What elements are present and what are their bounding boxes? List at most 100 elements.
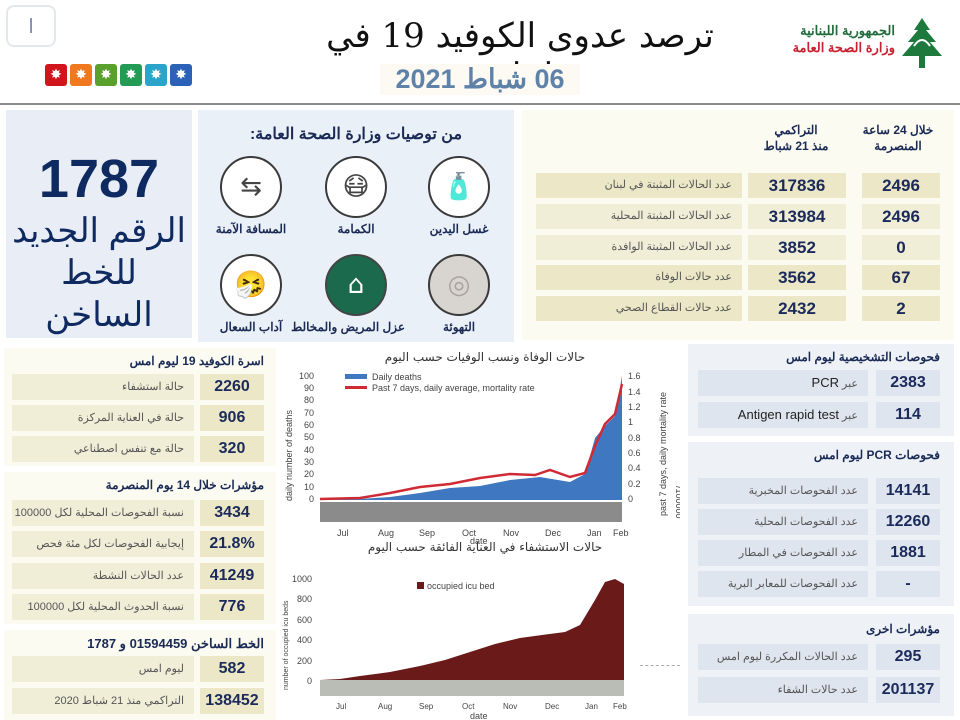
svg-text:1.4: 1.4	[628, 387, 641, 397]
legend-mortality: Past 7 days, daily average, mortality ra…	[372, 383, 535, 393]
svg-text:400: 400	[297, 635, 312, 645]
svg-text:Jan: Jan	[585, 702, 598, 711]
legend-deaths: Daily deaths	[372, 372, 422, 382]
icu-chart: 1000 800 600 400 200 0 number of occupie…	[283, 574, 627, 720]
indicator-row: 776 نسبة الحدوث المحلية لكل 100000	[12, 594, 270, 620]
rec-distance: ⇆ المسافة الآمنة	[202, 156, 300, 236]
svg-text:0.8: 0.8	[628, 433, 641, 443]
svg-text:Aug: Aug	[378, 528, 394, 538]
social-distance-icon: ⇆	[220, 156, 282, 218]
row-label: إيجابية الفحوصات لكل مئة فحص	[12, 531, 194, 557]
rec-isolation: ⌂ عزل المريض والمخالط	[291, 254, 405, 334]
republic-name: الجمهورية اللبنانية	[800, 23, 895, 38]
row-cumulative: 313984	[748, 204, 846, 229]
svg-text:0.4: 0.4	[628, 463, 641, 473]
svg-text:30: 30	[304, 457, 314, 467]
icu-x-axis: Jul Aug Sep Oct Nov Dec Jan Feb	[336, 702, 627, 711]
col-header-cum-line2: منذ 21 شباط	[763, 139, 829, 153]
hotline-row: 582 ليوم امس	[12, 656, 270, 682]
diagnostic-row: 114 عبر Antigen rapid test	[698, 402, 946, 428]
row-cumulative: 3562	[748, 265, 846, 290]
svg-text:Sep: Sep	[419, 702, 434, 711]
other-row: 295 عدد الحالات المكررة ليوم امس	[698, 644, 946, 670]
deaths-y-label: daily number of deaths	[284, 409, 294, 501]
deaths-chart: 100 90 80 70 60 50 40 30 20 10 0 daily n…	[284, 371, 680, 544]
header-divider	[0, 103, 960, 105]
mortality-y2-label-unit: /100000	[674, 486, 680, 519]
deaths-x-axis: Jul Aug Sep Oct Nov Dec Jan Feb	[337, 528, 629, 538]
icu-area	[320, 579, 624, 680]
pcr-tests-title: فحوصات PCR ليوم امس	[813, 448, 940, 462]
recommendations-title: من توصيات وزارة الصحة العامة:	[249, 126, 463, 143]
row-value: 906	[200, 405, 264, 431]
summary-stats-card: خلال 24 ساعة المنصرمة التراكمي منذ 21 شب…	[522, 110, 954, 340]
row-label: عدد الفحوصات للمعابر البرية	[698, 571, 868, 597]
report-date: 06 شباط 2021	[380, 64, 580, 95]
summary-row: عدد حالات القطاع الصحي 2432 2	[536, 296, 940, 321]
rec-label: المسافة الآمنة	[215, 222, 287, 236]
daily-deaths-bars	[320, 376, 622, 500]
summary-row: عدد الحالات المثبتة الوافدة 3852 0	[536, 235, 940, 260]
icu-y-axis: 1000 800 600 400 200 0	[292, 574, 312, 686]
svg-text:600: 600	[297, 615, 312, 625]
summary-row: عدد الحالات المثبتة في لبنان 317836 2496	[536, 173, 940, 198]
legend-icu: occupied icu bed	[427, 581, 495, 591]
row-label: عدد الحالات المثبتة المحلية	[536, 204, 742, 229]
page-badge: ا	[6, 5, 56, 47]
row-24h: 67	[862, 265, 940, 290]
icu-x-label: date	[470, 711, 488, 720]
svg-text:Dec: Dec	[545, 528, 562, 538]
svg-text:Nov: Nov	[503, 528, 520, 538]
virus-icon: ✸	[45, 64, 67, 86]
row-label: عدد حالات الشفاء	[698, 677, 868, 703]
covid-beds-panel: اسرة الكوفيد 19 ليوم امس 2260 حالة استشف…	[4, 348, 276, 466]
row-value: 12260	[876, 509, 940, 535]
hand-sanitizer-icon: 🧴	[428, 156, 490, 218]
row-label: حالة مع تنفس اصطناعي	[12, 436, 194, 462]
row-label: عدد الفحوصات في المطار	[698, 540, 868, 566]
page-title: ترصد عدوى الكوفيد 19 في لبنان	[326, 16, 714, 96]
virus-icon: ✸	[120, 64, 142, 86]
date-band	[320, 502, 622, 522]
svg-text:70: 70	[304, 408, 314, 418]
legend-deaths-swatch	[345, 374, 367, 379]
icu-y-label: number of occupied icu beds	[283, 600, 290, 690]
svg-text:Jul: Jul	[337, 528, 349, 538]
mortality-rate-line	[319, 383, 624, 501]
virus-icon: ✸	[95, 64, 117, 86]
row-value: -	[876, 571, 940, 597]
row-24h: 0	[862, 235, 940, 260]
pcr-row: 1881 عدد الفحوصات في المطار	[698, 540, 946, 566]
hotline-stats-title: الخط الساخن 01594459 و 1787	[87, 636, 264, 651]
svg-text:800: 800	[297, 594, 312, 604]
summary-row: عدد حالات الوفاة 3562 67	[536, 265, 940, 290]
ministry-logo-text: الجمهورية اللبنانية وزارة الصحة العامة	[775, 22, 895, 56]
diagnostic-tests-title: فحوصات التشخيصية ليوم امس	[786, 350, 940, 364]
svg-text:Dec: Dec	[545, 702, 559, 711]
indicator-row: 21.8% إيجابية الفحوصات لكل مئة فحص	[12, 531, 270, 557]
row-label: عدد حالات القطاع الصحي	[536, 296, 742, 321]
virus-icon: ✸	[70, 64, 92, 86]
row-cumulative: 3852	[748, 235, 846, 260]
row-label-en: PCR	[811, 375, 839, 390]
diagnostic-tests-panel: فحوصات التشخيصية ليوم امس 2383 عبر PCR 1…	[688, 344, 954, 436]
row-value: 582	[200, 656, 264, 682]
svg-text:1.6: 1.6	[628, 371, 641, 381]
row-value: 14141	[876, 478, 940, 504]
indicator-row: 41249 عدد الحالات النشطة	[12, 563, 270, 589]
svg-text:Feb: Feb	[613, 702, 627, 711]
ventilation-icon: ◎	[428, 254, 490, 316]
rec-label: آداب السعال	[219, 320, 283, 334]
face-mask-icon: 😷	[325, 156, 387, 218]
row-label: عدد الحالات المكررة ليوم امس	[698, 644, 868, 670]
svg-text:0.2: 0.2	[628, 479, 641, 489]
svg-text:Jul: Jul	[336, 702, 346, 711]
diagnostic-row: 2383 عبر PCR	[698, 370, 946, 396]
row-label: ليوم امس	[12, 656, 194, 682]
svg-text:0.6: 0.6	[628, 448, 641, 458]
row-value: 320	[200, 436, 264, 462]
row-cumulative: 317836	[748, 173, 846, 198]
summary-row: عدد الحالات المثبتة المحلية 313984 2496	[536, 204, 940, 229]
svg-text:Oct: Oct	[462, 702, 475, 711]
svg-text:50: 50	[304, 432, 314, 442]
